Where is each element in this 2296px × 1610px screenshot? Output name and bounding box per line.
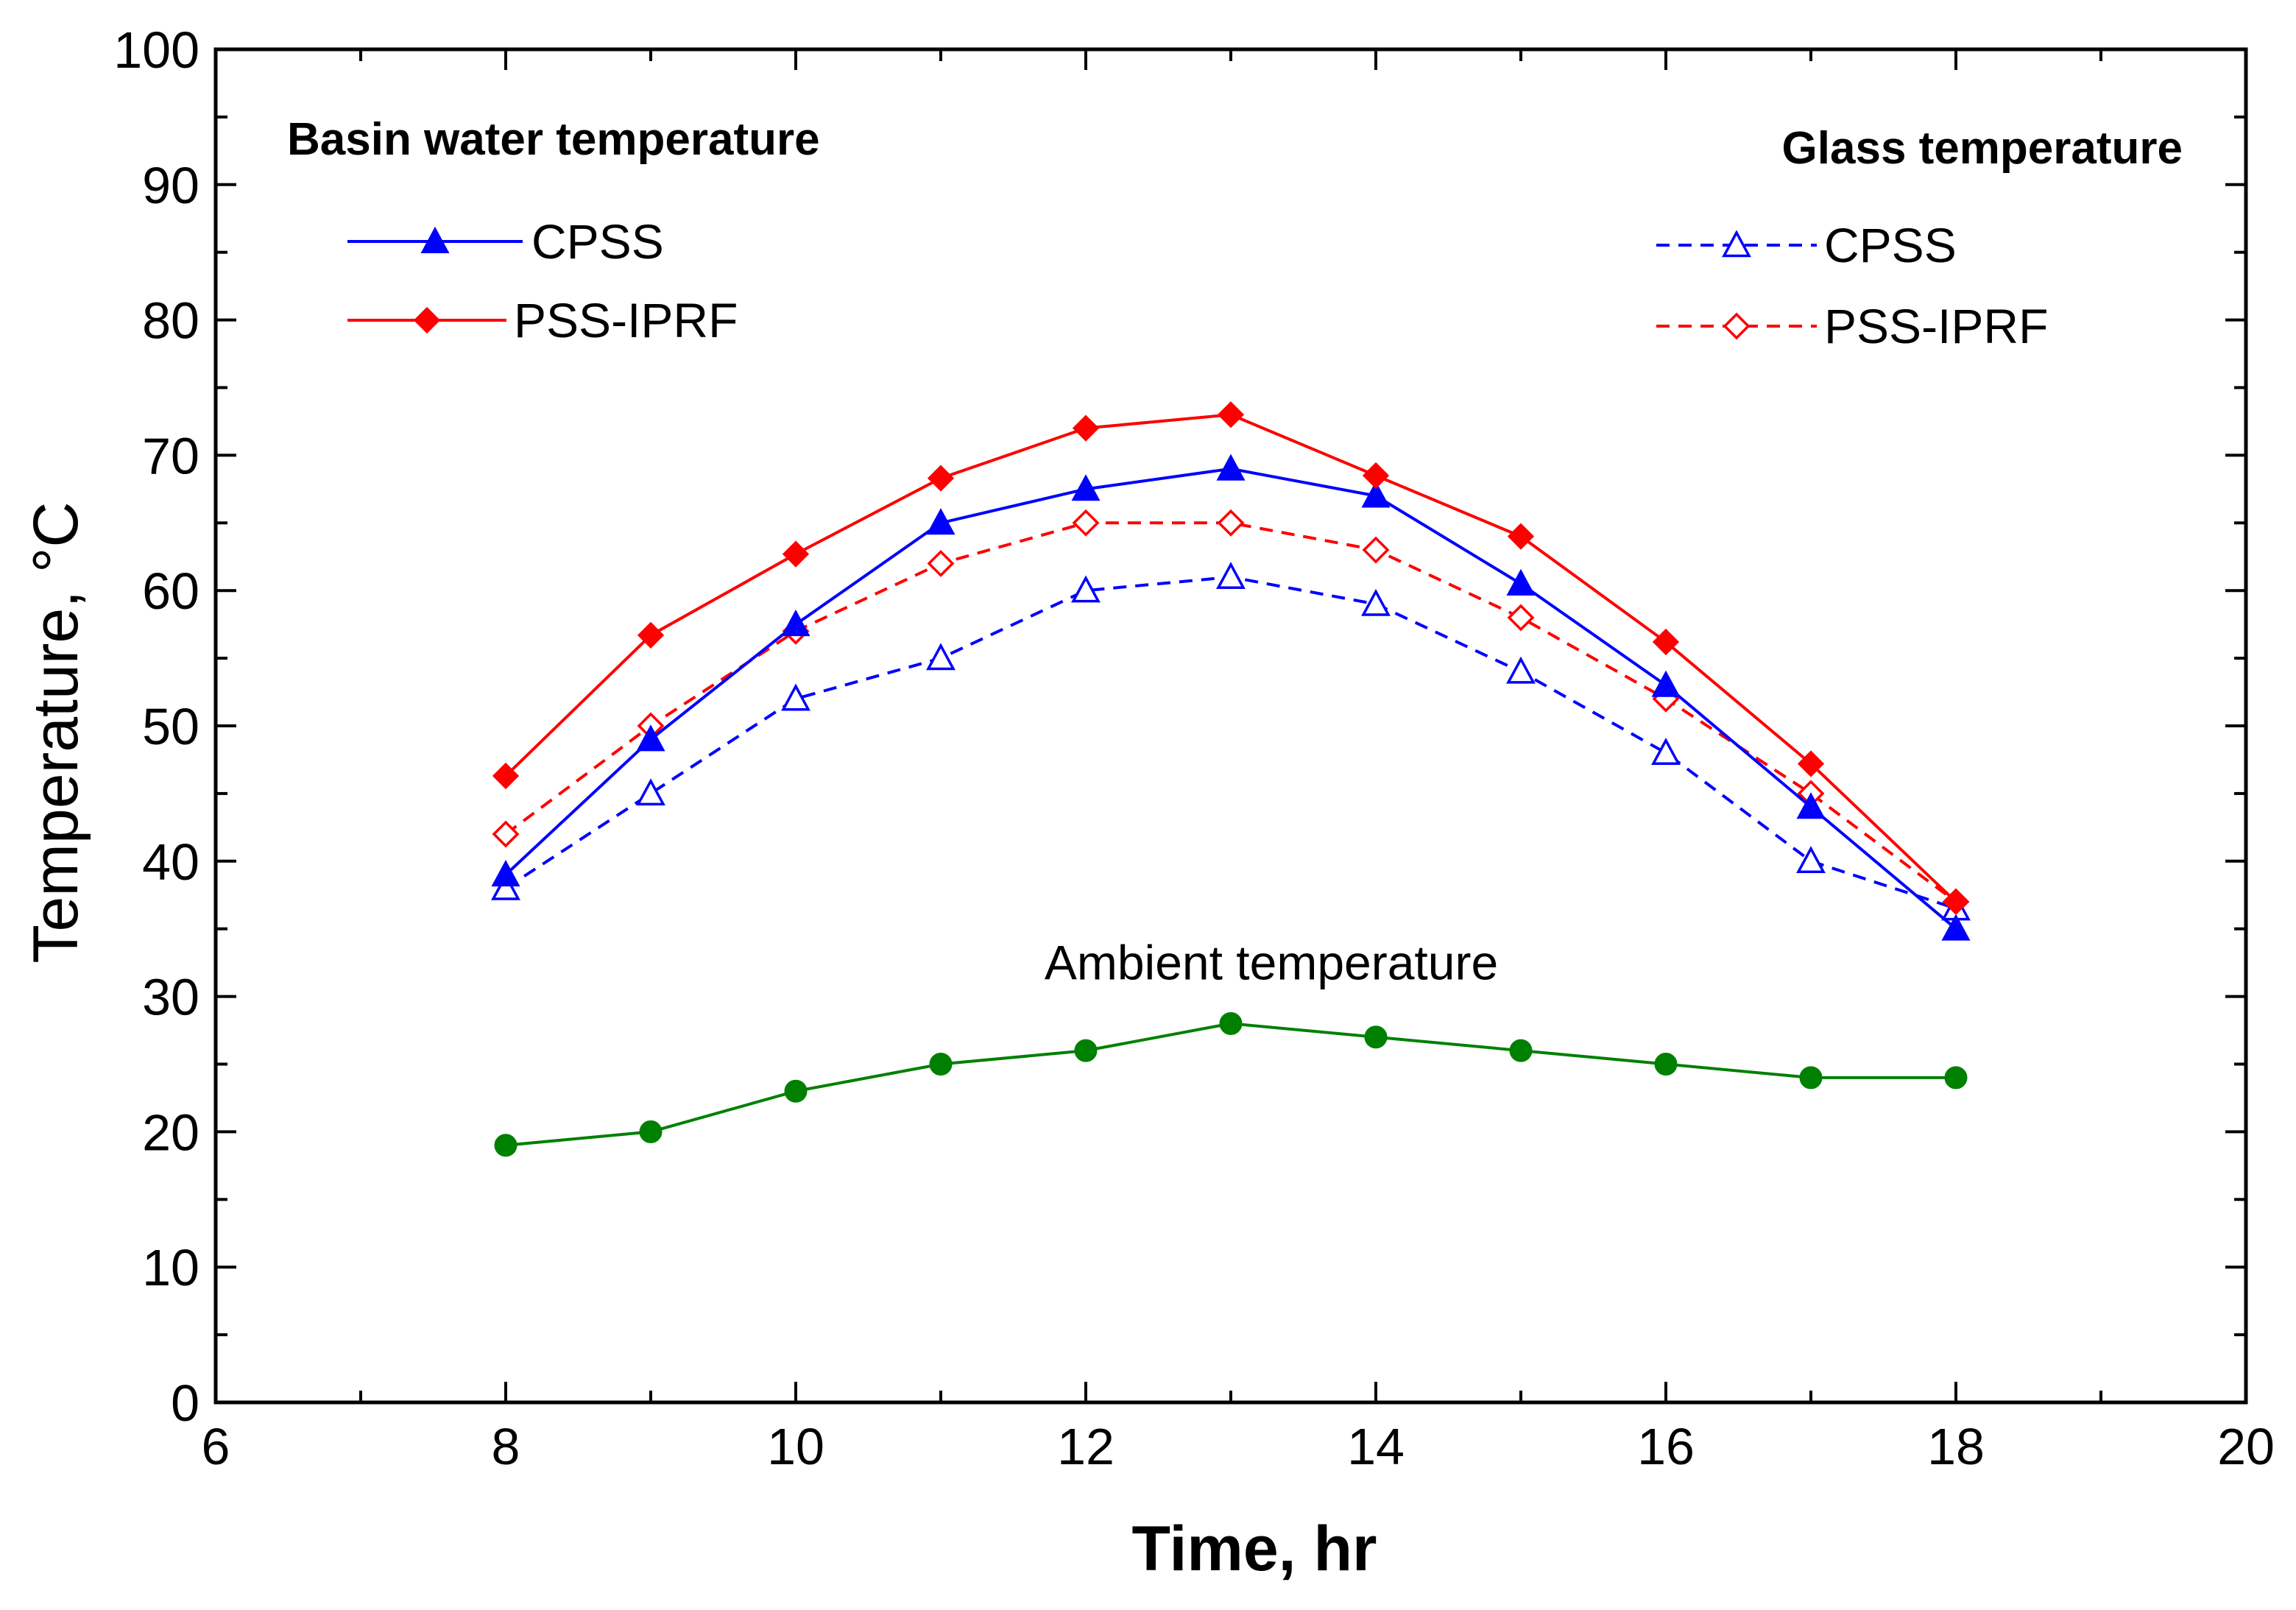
y-tick-label: 60 — [142, 562, 199, 620]
data-point — [492, 820, 520, 848]
data-point — [1072, 509, 1100, 537]
data-point — [1652, 628, 1680, 656]
x-axis-title: Time, hr — [1132, 1514, 1377, 1584]
data-point — [1362, 536, 1390, 564]
y-tick-label: 20 — [142, 1104, 199, 1161]
data-point — [1796, 846, 1826, 873]
y-tick-label: 70 — [142, 427, 199, 484]
legend-label: CPSS — [531, 214, 664, 269]
data-point — [784, 1079, 808, 1103]
ambient-annotation: Ambient temperature — [1045, 936, 1498, 990]
legend-label: PSS-IPRF — [514, 293, 738, 347]
data-point — [782, 540, 810, 568]
x-tick-label: 20 — [2217, 1418, 2275, 1475]
legend-marker — [1723, 312, 1751, 340]
tick-labels: 6 8 10 12 14 16 18 20 0 10 20 30 40 50 60 70 80 90 100 — [113, 21, 2275, 1475]
y-tick-label: 90 — [142, 157, 199, 214]
y-axis-title: Temperature, °C — [21, 501, 91, 963]
data-point — [1507, 523, 1535, 550]
data-point — [1071, 575, 1101, 603]
data-point — [1507, 604, 1535, 632]
x-tick-label: 14 — [1347, 1418, 1405, 1475]
data-point — [1654, 1053, 1678, 1076]
data-point — [1364, 1025, 1388, 1049]
legend: Basin water temperature Glass temperature… — [287, 114, 2183, 353]
plot-frame — [213, 47, 2248, 1405]
data-point — [637, 621, 665, 649]
legend-marker — [420, 226, 450, 253]
data-point — [1796, 792, 1826, 819]
data-point — [1944, 1066, 1968, 1090]
data-point — [781, 609, 810, 637]
data-point — [491, 872, 520, 900]
data-point — [927, 549, 955, 577]
y-tick-label: 50 — [142, 698, 199, 755]
data-point — [1074, 1039, 1098, 1062]
series-ambient-temperature — [494, 1011, 1968, 1157]
data-point — [492, 762, 520, 790]
data-point — [636, 778, 665, 806]
annotations: Ambient temperature — [1045, 936, 1498, 990]
data-point — [1362, 462, 1390, 490]
legend-label: PSS-IPRF — [1824, 299, 2048, 353]
x-tick-label: 10 — [767, 1418, 824, 1475]
y-tick-label: 80 — [142, 292, 199, 350]
legend-marker — [413, 306, 441, 334]
data-point — [926, 508, 956, 535]
series-basin-cpss — [491, 453, 1971, 941]
x-tick-label: 18 — [1927, 1418, 1985, 1475]
data-point — [926, 643, 956, 671]
data-point — [1797, 750, 1825, 777]
data-point — [1217, 509, 1245, 537]
legend-title-basin: Basin water temperature — [287, 114, 820, 165]
data-point — [1217, 401, 1245, 428]
data-point — [1071, 474, 1101, 501]
data-point — [491, 860, 520, 887]
legend-label: CPSS — [1824, 218, 1957, 272]
data-point — [1942, 888, 1970, 916]
data-point — [781, 683, 810, 711]
data-point — [1506, 568, 1536, 596]
data-point — [1072, 414, 1100, 442]
data-point — [1216, 562, 1246, 590]
data-point — [1216, 453, 1246, 481]
y-tick-label: 10 — [142, 1239, 199, 1296]
y-tick-label: 40 — [142, 833, 199, 891]
data-point — [1506, 656, 1536, 684]
data-point — [1651, 738, 1681, 765]
series-layer — [491, 401, 1971, 1157]
data-point — [1941, 914, 1971, 941]
legend-title-glass: Glass temperature — [1782, 123, 2183, 174]
x-tick-label: 6 — [202, 1418, 230, 1475]
series-basin-pss-iprf — [492, 401, 1970, 916]
data-point — [1219, 1011, 1243, 1035]
legend-marker — [1722, 230, 1751, 258]
data-point — [494, 1134, 518, 1157]
data-point — [929, 1053, 953, 1076]
data-point — [1651, 670, 1681, 697]
legend-entry: CPSS — [347, 214, 664, 269]
y-tick-label: 0 — [171, 1374, 199, 1432]
x-tick-label: 16 — [1637, 1418, 1695, 1475]
data-point — [1361, 481, 1391, 508]
legend-entry: PSS-IPRF — [347, 293, 738, 347]
data-point — [927, 465, 955, 492]
legend-entry: CPSS — [1656, 218, 1957, 272]
legend-entry: PSS-IPRF — [1656, 299, 2048, 353]
x-tick-label: 8 — [492, 1418, 520, 1475]
y-tick-label: 30 — [142, 969, 199, 1026]
data-point — [1361, 588, 1391, 616]
data-point — [1799, 1066, 1823, 1090]
x-tick-label: 12 — [1057, 1418, 1115, 1475]
data-point — [1509, 1039, 1533, 1062]
data-point — [636, 724, 665, 752]
data-point — [639, 1120, 663, 1143]
y-tick-label: 100 — [113, 21, 199, 79]
